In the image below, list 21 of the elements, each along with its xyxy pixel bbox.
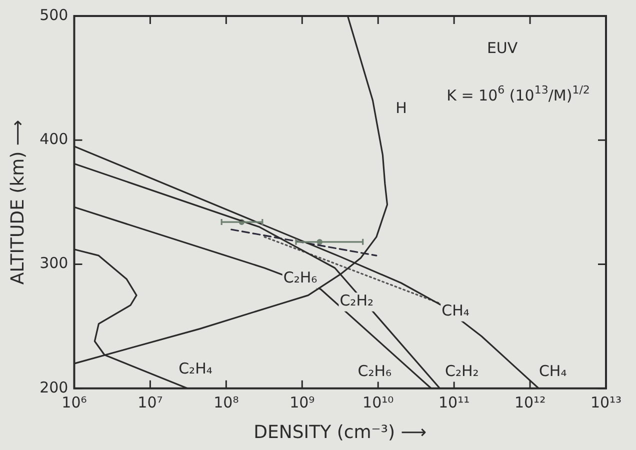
y-tick-label: 500	[40, 6, 68, 24]
annotation: C₂H₂	[445, 362, 479, 380]
x-tick-label: 10⁸	[214, 393, 239, 412]
y-axis-title: ALTITUDE (km) ⟶	[7, 120, 28, 285]
x-axis-title: DENSITY (cm⁻³) ⟶	[254, 422, 427, 443]
y-tick-label: 300	[40, 254, 68, 272]
x-tick-label: 10¹¹	[438, 393, 470, 412]
annotation: C₂H₆	[358, 362, 392, 380]
annotation: C₂H₂	[340, 292, 374, 310]
x-tick-label: 10¹²	[514, 393, 546, 412]
annotation: EUV	[486, 39, 518, 58]
x-tick-label: 10⁹	[290, 393, 315, 412]
annotation: CH₄	[538, 362, 567, 380]
annotation: H	[396, 98, 407, 117]
x-tick-label: 10¹³	[590, 393, 622, 412]
annotation: CH₄	[442, 302, 470, 320]
x-tick-label: 10¹⁰	[362, 393, 394, 412]
annotation: C₂H₄	[178, 360, 212, 378]
annotation: C₂H₆	[283, 268, 318, 286]
x-tick-label: 10⁷	[138, 393, 163, 412]
y-tick-label: 400	[40, 130, 68, 148]
